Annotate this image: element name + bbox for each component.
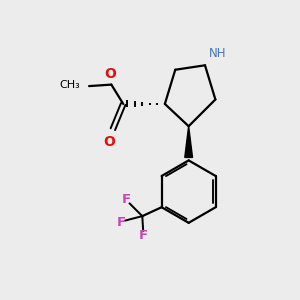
Text: F: F <box>117 216 126 229</box>
Text: O: O <box>104 67 116 81</box>
Text: CH₃: CH₃ <box>59 80 80 90</box>
Text: F: F <box>139 229 148 242</box>
Text: F: F <box>122 193 130 206</box>
Text: O: O <box>103 134 115 148</box>
Text: NH: NH <box>208 47 226 60</box>
Polygon shape <box>185 126 193 158</box>
